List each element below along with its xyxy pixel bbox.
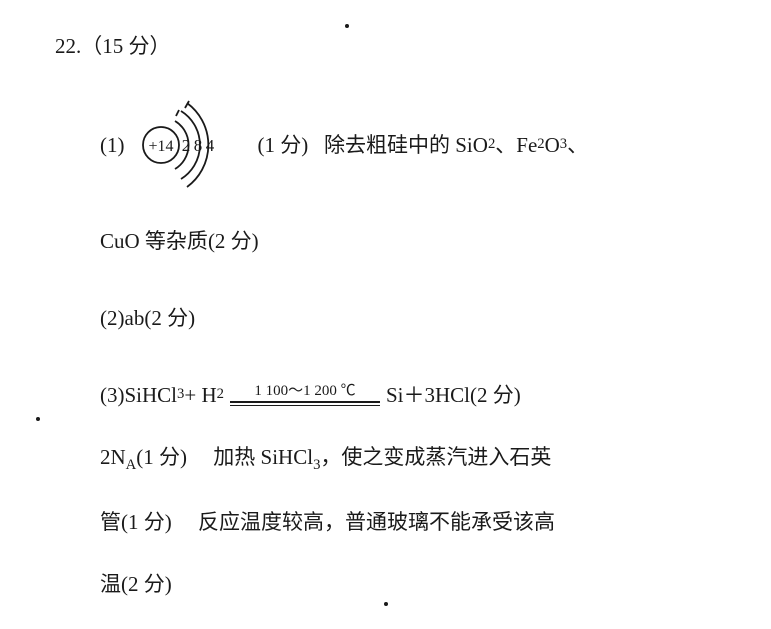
part3-line3b: 反应温度较高，普通玻璃不能承受该高 <box>198 510 555 534</box>
part1-label: (1) <box>100 124 125 166</box>
sub-3: 3 <box>560 130 567 159</box>
na-text: 2N <box>100 445 126 469</box>
na-sub: A <box>126 457 137 473</box>
atom-structure-diagram: +14 2 8 4 <box>129 100 254 190</box>
part1-score-2: (2 分) <box>208 229 259 253</box>
part3-line3-score: (1 分) <box>121 510 172 534</box>
part1-text-c: O <box>545 124 560 166</box>
part3-text2b: ，使之变成蒸汽进入石英 <box>320 445 551 469</box>
part1-text-d: 、 <box>567 124 588 166</box>
part3-text2: 加热 SiHCl <box>213 445 313 469</box>
part1-line2-a: CuO 等杂质 <box>100 229 208 253</box>
nucleus-charge: +14 <box>148 138 173 155</box>
part3-label: (3) <box>100 374 125 416</box>
eq-lhs-2: + H <box>184 374 216 416</box>
shell-electron-2: 8 <box>193 136 202 155</box>
part1-text-b: 、Fe <box>495 124 537 166</box>
eq-lhs-1: SiHCl <box>125 374 178 416</box>
sub-3: 3 <box>177 380 184 409</box>
eq-rhs-1: Si＋3HCl <box>386 374 470 416</box>
sub-2: 2 <box>537 130 544 159</box>
part2-answer: ab <box>125 306 145 330</box>
reaction-condition: 1 100～1 200 ℃ <box>254 384 355 399</box>
part-3: (3) SiHCl3 + H2 1 100～1 200 ℃ Si＋3HCl (2… <box>55 374 716 605</box>
sub-2: 2 <box>488 130 495 159</box>
na-score: (1 分) <box>136 445 187 469</box>
part3-line4-score: (2 分) <box>121 572 172 596</box>
part-2: (2)ab(2 分) <box>55 297 716 339</box>
reaction-arrow: 1 100～1 200 ℃ <box>230 384 380 406</box>
part-1: (1) +14 2 8 4 (1 分) 除去粗硅中的 SiO2 、Fe2 O3 … <box>55 100 716 262</box>
eq-score: (2 分) <box>470 374 521 416</box>
part2-label: (2) <box>100 306 125 330</box>
question-points: （15 分） <box>81 34 170 58</box>
shell-electron-3: 4 <box>205 136 214 155</box>
shell-electron-1: 2 <box>181 136 190 155</box>
part3-line3a: 管 <box>100 510 121 534</box>
question-header: 22.（15 分） <box>55 30 716 60</box>
part1-score-1: (1 分) <box>258 124 309 166</box>
part3-line4a: 温 <box>100 572 121 596</box>
part2-score: (2 分) <box>144 306 195 330</box>
question-number: 22. <box>55 34 81 58</box>
sub-2: 2 <box>217 380 224 409</box>
equation: (3) SiHCl3 + H2 1 100～1 200 ℃ Si＋3HCl (2… <box>100 374 521 416</box>
part1-text-a: 除去粗硅中的 SiO <box>324 124 488 166</box>
